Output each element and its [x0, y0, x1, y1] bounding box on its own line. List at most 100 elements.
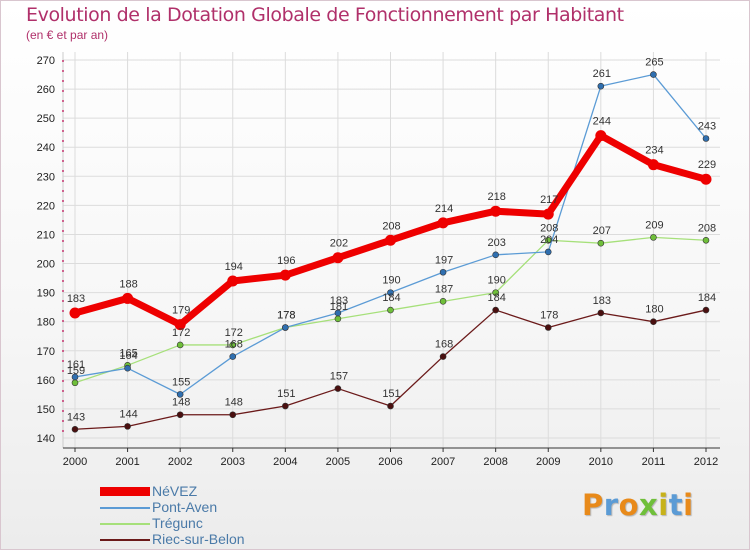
- y-tick-label: 220: [37, 200, 55, 212]
- data-point-nevez: [279, 269, 291, 281]
- data-point-nevez: [542, 208, 554, 220]
- data-label-tregunc: 207: [593, 225, 611, 237]
- data-point-nevez: [227, 275, 239, 287]
- data-point-nevez: [69, 307, 81, 319]
- y-tick-label: 150: [37, 404, 55, 416]
- data-point-riec-sur-belon: [597, 309, 605, 317]
- data-point-riec-sur-belon: [492, 306, 499, 314]
- data-point-tregunc: [702, 236, 710, 244]
- data-label-nevez: 214: [435, 203, 453, 215]
- data-point-tregunc: [176, 341, 184, 349]
- data-point-riec-sur-belon: [650, 318, 657, 325]
- data-point-pont-aven: [702, 135, 710, 142]
- legend-swatch: [100, 507, 150, 509]
- data-label-riec-sur-belon: 184: [698, 292, 716, 304]
- data-label-riec-sur-belon: 151: [382, 388, 400, 400]
- data-label-riec-sur-belon: 183: [593, 295, 611, 307]
- data-label-nevez: 218: [487, 191, 505, 203]
- data-point-riec-sur-belon: [124, 423, 131, 430]
- x-tick-label: 2011: [642, 456, 666, 468]
- data-label-riec-sur-belon: 180: [645, 304, 663, 316]
- data-label-pont-aven: 190: [382, 275, 400, 287]
- x-tick-label: 2008: [483, 456, 507, 468]
- data-label-riec-sur-belon: 168: [435, 339, 453, 351]
- data-label-tregunc: 178: [277, 310, 295, 322]
- data-label-nevez: 202: [330, 238, 348, 250]
- x-tick-label: 2009: [536, 456, 560, 468]
- y-tick-label: 170: [37, 346, 55, 358]
- logo-letter: i: [658, 488, 669, 522]
- y-tick-label: 140: [37, 433, 55, 445]
- legend-label: Pont-Aven: [152, 499, 218, 515]
- x-tick-label: 2012: [694, 456, 718, 468]
- data-point-pont-aven: [71, 373, 79, 381]
- data-label-pont-aven: 265: [645, 57, 663, 69]
- data-label-pont-aven: 204: [540, 234, 558, 246]
- data-point-pont-aven: [597, 82, 605, 90]
- data-point-pont-aven: [334, 309, 342, 317]
- data-label-pont-aven: 197: [435, 254, 453, 266]
- logo-letter: r: [603, 488, 619, 522]
- data-label-pont-aven: 261: [593, 68, 611, 80]
- data-label-tregunc: 208: [540, 222, 558, 234]
- data-label-nevez: 229: [698, 159, 716, 171]
- logo-letter: x: [639, 488, 659, 522]
- chart-title: Evolution de la Dotation Globale de Fonc…: [26, 4, 624, 26]
- data-point-riec-sur-belon: [387, 402, 394, 410]
- data-label-nevez: 183: [67, 293, 85, 305]
- data-label-riec-sur-belon: 178: [540, 310, 558, 322]
- data-label-riec-sur-belon: 151: [277, 388, 295, 400]
- data-point-pont-aven: [544, 248, 552, 256]
- data-label-pont-aven: 178: [277, 310, 295, 322]
- y-tick-label: 250: [37, 113, 55, 125]
- x-tick-label: 2006: [378, 456, 402, 468]
- logo-letter: i: [683, 488, 694, 522]
- x-tick-label: 2007: [431, 456, 455, 468]
- data-point-pont-aven: [229, 353, 237, 360]
- data-label-tregunc: 184: [382, 292, 400, 304]
- data-label-pont-aven: 155: [172, 376, 190, 388]
- data-label-tregunc: 187: [435, 283, 453, 295]
- legend-swatch: [100, 487, 150, 496]
- data-label-tregunc: 208: [698, 222, 716, 234]
- data-label-pont-aven: 161: [67, 359, 85, 371]
- data-point-nevez: [490, 205, 502, 217]
- data-point-nevez: [385, 234, 396, 246]
- data-point-tregunc: [544, 236, 552, 244]
- legend-label: Riec-sur-Belon: [152, 531, 245, 547]
- data-point-tregunc: [597, 239, 605, 247]
- x-tick-label: 2005: [326, 456, 350, 468]
- x-tick-label: 2004: [273, 456, 297, 468]
- x-tick-label: 2010: [589, 456, 613, 468]
- data-point-nevez: [332, 252, 344, 264]
- data-point-nevez: [174, 319, 186, 331]
- data-point-nevez: [647, 159, 659, 171]
- logo-letter: t: [668, 488, 684, 522]
- data-label-tregunc: 209: [645, 219, 663, 231]
- data-label-tregunc: 165: [119, 347, 137, 359]
- data-label-tregunc: 181: [330, 301, 348, 313]
- x-tick-label: 2001: [115, 456, 139, 468]
- data-label-riec-sur-belon: 148: [225, 397, 243, 409]
- data-point-riec-sur-belon: [702, 306, 710, 314]
- data-label-riec-sur-belon: 148: [172, 397, 190, 409]
- data-point-tregunc: [492, 289, 499, 296]
- data-label-nevez: 188: [119, 278, 137, 290]
- data-point-riec-sur-belon: [544, 324, 552, 331]
- y-tick-label: 230: [37, 171, 55, 183]
- x-tick-label: 2002: [168, 456, 192, 468]
- data-point-nevez: [437, 217, 449, 229]
- data-label-nevez: 217: [540, 194, 558, 206]
- data-point-pont-aven: [176, 391, 184, 398]
- data-label-tregunc: 190: [487, 275, 505, 287]
- proxiti-logo: Proxiti: [582, 488, 694, 522]
- legend-label: Trégunc: [152, 515, 203, 531]
- x-tick-label: 2000: [63, 456, 87, 468]
- data-point-pont-aven: [387, 289, 394, 296]
- data-label-riec-sur-belon: 144: [119, 408, 137, 420]
- data-point-riec-sur-belon: [334, 385, 342, 392]
- y-tick-label: 200: [37, 259, 55, 271]
- data-point-tregunc: [71, 379, 79, 387]
- data-point-nevez: [700, 173, 712, 185]
- data-point-pont-aven: [282, 324, 289, 331]
